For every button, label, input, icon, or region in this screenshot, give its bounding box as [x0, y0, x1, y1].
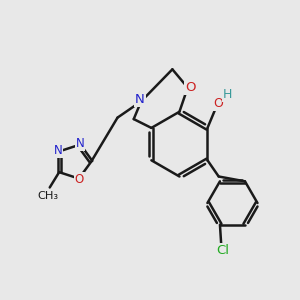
Text: Cl: Cl [216, 244, 229, 257]
Text: N: N [54, 144, 62, 157]
Text: O: O [214, 97, 224, 110]
Text: N: N [135, 93, 145, 106]
Text: N: N [76, 137, 85, 150]
Text: CH₃: CH₃ [38, 191, 58, 201]
Text: O: O [75, 173, 84, 186]
Text: H: H [223, 88, 232, 101]
Text: O: O [185, 81, 195, 94]
